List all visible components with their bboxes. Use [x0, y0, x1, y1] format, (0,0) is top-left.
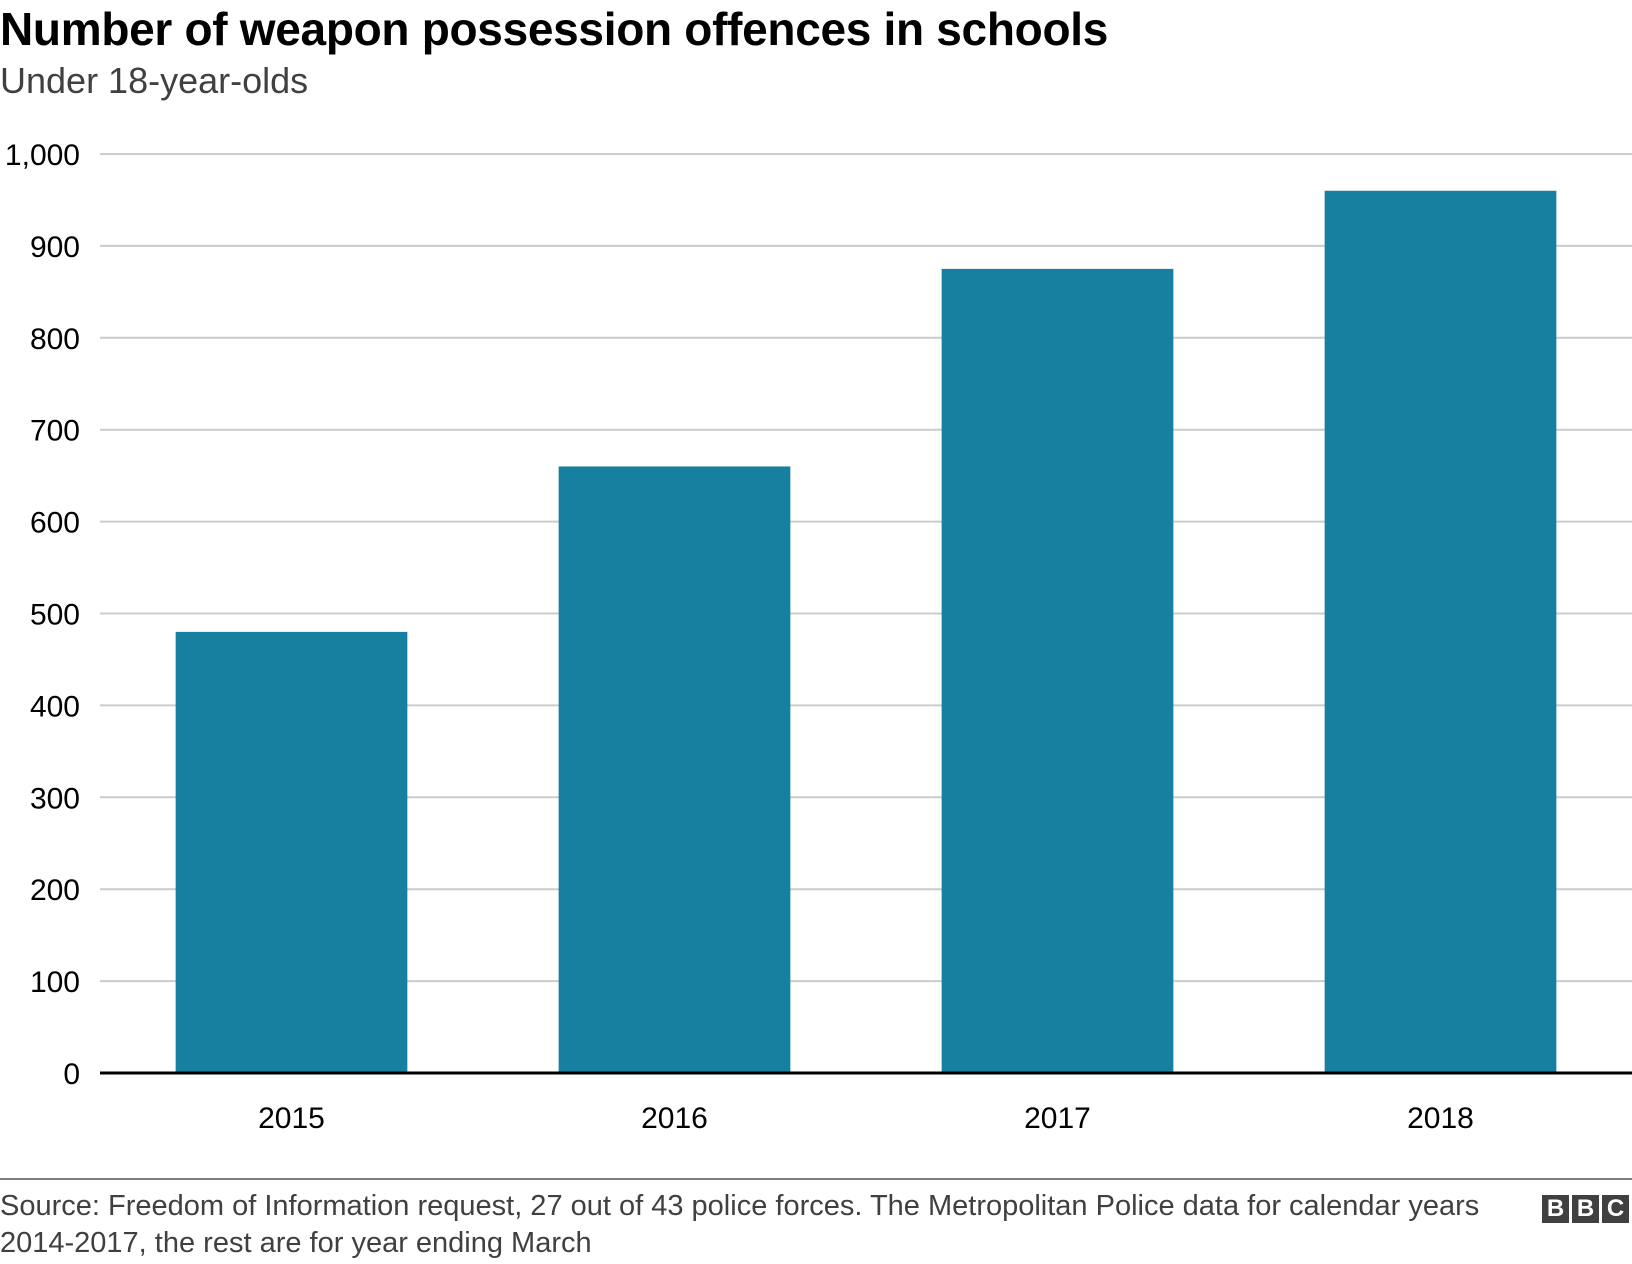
x-tick-label: 2016: [641, 1102, 708, 1135]
y-tick-label: 400: [30, 690, 80, 723]
x-tick-label: 2017: [1024, 1102, 1091, 1135]
y-tick-label: 200: [30, 874, 80, 907]
bbc-logo-letter-2: B: [1572, 1195, 1599, 1223]
y-tick-label: 600: [30, 507, 80, 540]
source-note: Source: Freedom of Information request, …: [0, 1190, 1480, 1259]
y-axis-tick-labels: 0 100 200 300 400 500 600 700 800 900 1,000: [5, 139, 80, 1091]
x-tick-label: 2015: [258, 1102, 325, 1135]
chart-subtitle: Under 18-year-olds: [0, 60, 309, 101]
bar-2016: [558, 466, 791, 1074]
y-tick-label: 1,000: [5, 139, 80, 172]
bbc-logo-letter-1: B: [1542, 1195, 1569, 1223]
bar-2015: [175, 631, 408, 1073]
y-tick-label: 0: [63, 1058, 80, 1091]
x-tick-label: 2018: [1407, 1102, 1474, 1135]
bbc-logo: B B C: [1542, 1195, 1629, 1223]
bbc-logo-letter-3: C: [1602, 1195, 1629, 1223]
y-tick-label: 100: [30, 966, 80, 999]
footer-divider: [0, 1178, 1632, 1180]
bar-2017: [941, 268, 1174, 1073]
y-tick-label: 800: [30, 323, 80, 356]
x-axis-tick-labels: 2015 2016 2017 2018: [258, 1102, 1474, 1135]
bar-2018: [1324, 190, 1557, 1073]
y-tick-label: 900: [30, 231, 80, 264]
y-tick-label: 700: [30, 415, 80, 448]
bars: [175, 190, 1557, 1074]
y-tick-label: 500: [30, 599, 80, 632]
chart-title: Number of weapon possession offences in …: [0, 3, 1109, 55]
y-tick-label: 300: [30, 782, 80, 815]
